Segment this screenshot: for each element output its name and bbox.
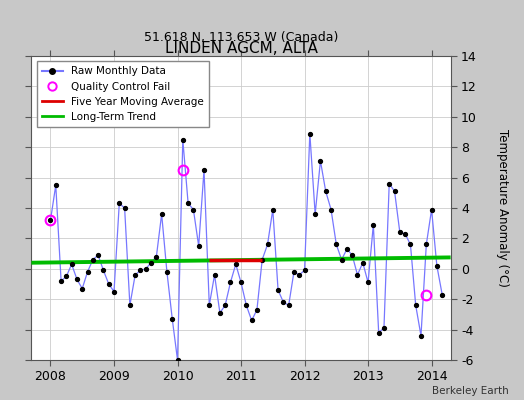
Title: LINDEN AGCM, ALTA: LINDEN AGCM, ALTA: [165, 41, 318, 56]
Text: 51.618 N, 113.653 W (Canada): 51.618 N, 113.653 W (Canada): [144, 31, 338, 44]
Y-axis label: Temperature Anomaly (°C): Temperature Anomaly (°C): [496, 129, 509, 287]
Legend: Raw Monthly Data, Quality Control Fail, Five Year Moving Average, Long-Term Tren: Raw Monthly Data, Quality Control Fail, …: [37, 61, 209, 127]
Text: Berkeley Earth: Berkeley Earth: [432, 386, 508, 396]
